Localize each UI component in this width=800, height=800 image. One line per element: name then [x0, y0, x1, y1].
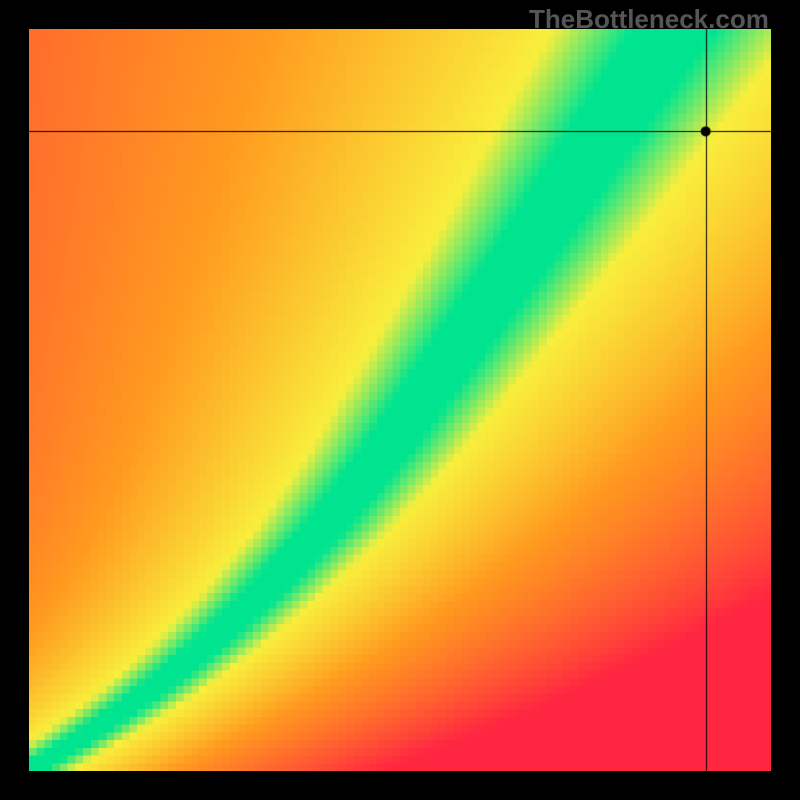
crosshair-overlay: [0, 0, 800, 800]
